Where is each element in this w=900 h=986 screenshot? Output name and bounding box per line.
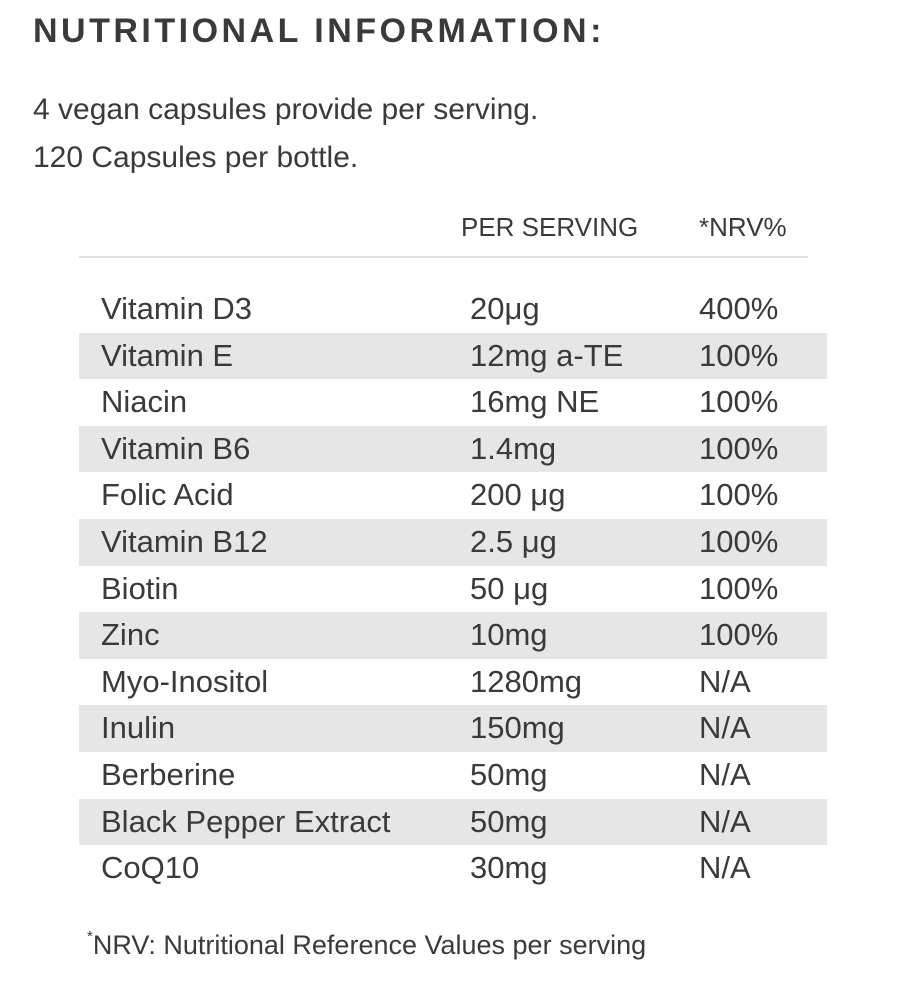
nutrient-name: Zinc (101, 617, 160, 653)
header-divider (79, 256, 808, 258)
table-row: Niacin 16mg NE 100% (79, 379, 827, 426)
nrv-percent: N/A (699, 803, 751, 839)
column-header-nrv: *NRV% (699, 212, 787, 242)
table-row: Folic Acid 200 μg 100% (79, 472, 827, 519)
nrv-percent: 100% (699, 430, 779, 466)
nrv-percent: N/A (699, 850, 751, 886)
page-title: NUTRITIONAL INFORMATION: (33, 12, 605, 50)
per-serving-amount: 200 μg (470, 477, 566, 513)
footnote-marker: * (87, 928, 93, 945)
table-row: Berberine 50mg N/A (79, 752, 827, 799)
intro-text: 4 vegan capsules provide per serving. 12… (33, 86, 538, 182)
per-serving-amount: 50mg (470, 756, 548, 792)
nrv-percent: 100% (699, 337, 779, 373)
intro-line-serving: 4 vegan capsules provide per serving. (33, 93, 539, 126)
per-serving-amount: 50mg (470, 803, 548, 839)
per-serving-amount: 2.5 μg (470, 523, 557, 559)
nrv-percent: 400% (699, 291, 779, 326)
nrv-percent: 100% (699, 384, 779, 420)
nutrient-name: Inulin (101, 710, 176, 746)
footnote-text: NRV: Nutritional Reference Values per se… (92, 930, 647, 960)
nutrient-name: Vitamin E (101, 337, 234, 373)
table-row: CoQ10 30mg N/A (79, 845, 827, 892)
per-serving-amount: 30mg (470, 850, 548, 886)
nutrient-name: Vitamin B6 (101, 430, 251, 466)
nutrient-name: Myo-Inositol (101, 663, 269, 699)
nrv-percent: 100% (699, 570, 779, 606)
nutrient-name: Black Pepper Extract (101, 803, 391, 839)
nrv-percent: N/A (699, 663, 751, 699)
nutrient-name: Vitamin D3 (101, 291, 253, 326)
table-row: Biotin 50 μg 100% (79, 566, 827, 613)
table-row: Vitamin B6 1.4mg 100% (79, 425, 827, 473)
per-serving-amount: 20μg (470, 291, 540, 326)
per-serving-amount: 50 μg (470, 570, 549, 606)
table-row: Vitamin B12 2.5 μg 100% (79, 518, 827, 566)
per-serving-amount: 1.4mg (470, 430, 557, 466)
nutrient-name: Vitamin B12 (101, 523, 268, 559)
nrv-percent: 100% (699, 523, 779, 559)
table-row: Inulin 150mg N/A (79, 705, 827, 752)
per-serving-amount: 150mg (470, 710, 565, 746)
column-header-per-serving: PER SERVING (461, 212, 639, 242)
table-row: Vitamin D3 20μg 400% (79, 286, 827, 333)
table-row: Black Pepper Extract 50mg N/A (79, 798, 827, 846)
nrv-percent: N/A (699, 710, 751, 746)
per-serving-amount: 10mg (470, 617, 548, 653)
nutrient-name: Folic Acid (101, 477, 234, 513)
per-serving-amount: 1280mg (470, 663, 583, 699)
nutrient-name: Biotin (101, 570, 179, 606)
nutrient-name: Berberine (101, 756, 236, 792)
table-row: Zinc 10mg 100% (79, 612, 827, 659)
nrv-percent: 100% (699, 617, 779, 653)
intro-line-bottle: 120 Capsules per bottle. (33, 141, 359, 174)
nrv-percent: N/A (699, 756, 751, 792)
nutrient-name: CoQ10 (101, 850, 200, 886)
per-serving-amount: 16mg NE (470, 384, 600, 420)
table-row: Myo-Inositol 1280mg N/A (79, 659, 827, 706)
per-serving-amount: 12mg a-TE (470, 337, 624, 373)
nutrient-name: Niacin (101, 384, 188, 420)
nutrition-table: Vitamin D3 20μg 400% Vitamin E 12mg a-TE 100%… (79, 286, 827, 892)
table-row: Vitamin E 12mg a-TE 100% (79, 332, 827, 380)
footnote: *NRV: Nutritional Reference Values per s… (87, 928, 647, 961)
nrv-percent: 100% (699, 477, 779, 513)
